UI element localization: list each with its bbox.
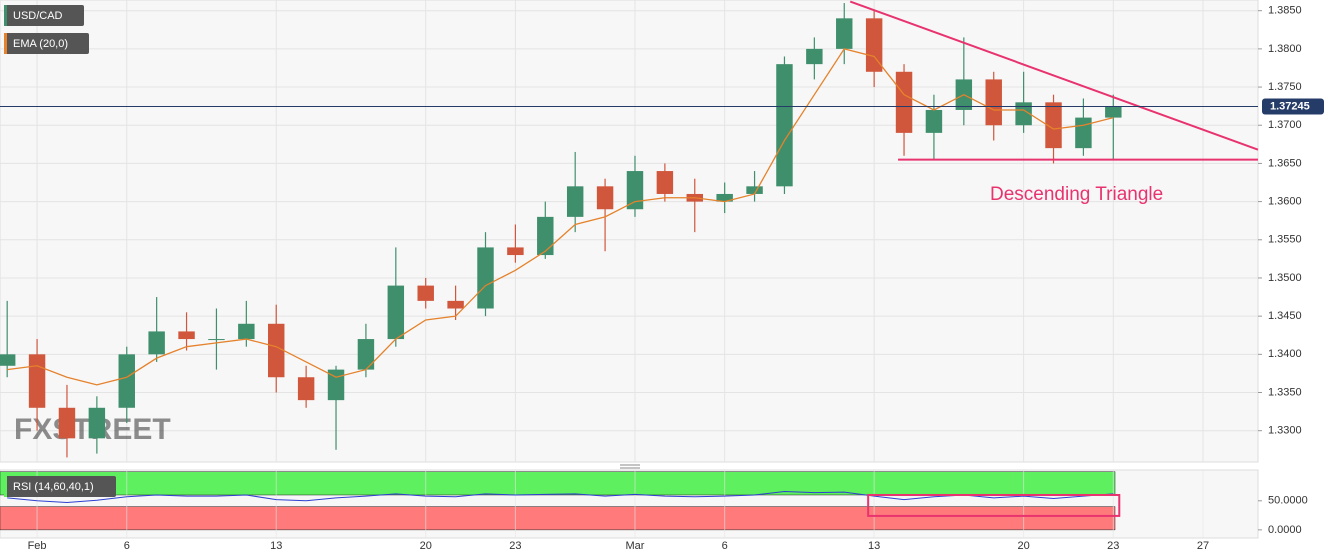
candle-body bbox=[865, 18, 883, 72]
candle-body bbox=[596, 186, 614, 210]
y-tick-label: 1.3500 bbox=[1268, 272, 1302, 284]
x-tick-label: 20 bbox=[420, 540, 432, 552]
candle-body bbox=[387, 285, 405, 340]
rsi-title-box bbox=[4, 476, 116, 497]
candle-body bbox=[626, 171, 644, 210]
rsi-band bbox=[0, 471, 1116, 496]
ema-line bbox=[7, 48, 1114, 386]
y-tick-label: 1.3650 bbox=[1268, 157, 1302, 169]
candle-body bbox=[895, 71, 913, 133]
candle-body bbox=[806, 48, 823, 65]
last-price-box bbox=[1262, 98, 1324, 115]
x-tick-label: 13 bbox=[868, 540, 880, 552]
candle-body bbox=[417, 285, 434, 301]
candle-body bbox=[656, 171, 674, 194]
y-tick-label: 0.0000 bbox=[1268, 524, 1302, 536]
main-panel bbox=[0, 0, 1259, 463]
y-tick-label: 1.3300 bbox=[1268, 425, 1302, 437]
rsi-line bbox=[7, 491, 1114, 504]
candle-body bbox=[1045, 102, 1062, 149]
candle-body bbox=[1075, 117, 1092, 149]
legend-entry-swatch bbox=[4, 33, 7, 54]
candle-body bbox=[537, 216, 554, 256]
rsi-band bbox=[0, 506, 1116, 531]
candle-body bbox=[178, 331, 195, 340]
candle-body bbox=[118, 354, 135, 408]
candle-body bbox=[327, 369, 345, 401]
x-tick-label: 23 bbox=[1107, 540, 1119, 552]
candle-body bbox=[148, 331, 165, 355]
y-tick-label: 1.3400 bbox=[1268, 348, 1302, 360]
legend-entry-swatch bbox=[4, 5, 7, 26]
y-tick-label: 1.3800 bbox=[1268, 43, 1302, 55]
candle-body bbox=[447, 300, 464, 309]
candle-body bbox=[28, 354, 46, 408]
candle-body bbox=[1105, 106, 1122, 118]
x-tick-label: Feb bbox=[28, 540, 47, 552]
candle-body bbox=[238, 323, 255, 340]
x-tick-label: 13 bbox=[270, 540, 282, 552]
y-tick-label: 1.3700 bbox=[1268, 119, 1302, 131]
candle-body bbox=[268, 323, 285, 378]
candle-body bbox=[88, 407, 106, 439]
candle-body bbox=[357, 339, 375, 370]
x-tick-label: 23 bbox=[509, 540, 521, 552]
rsi-title-swatch bbox=[4, 476, 7, 497]
legend-entry: EMA (20,0) bbox=[13, 38, 68, 50]
y-tick-label: 1.3350 bbox=[1268, 386, 1302, 398]
legend-entry: USD/CAD bbox=[13, 10, 63, 22]
y-tick-label: 1.3850 bbox=[1268, 5, 1302, 17]
rsi-title: RSI (14,60,40,1) bbox=[13, 481, 94, 493]
legend-entry-box bbox=[4, 33, 89, 54]
candle-body bbox=[297, 377, 315, 401]
candle-body bbox=[58, 407, 76, 439]
legend-entry-box bbox=[4, 5, 84, 26]
y-tick-label: 1.3750 bbox=[1268, 81, 1302, 93]
x-tick-label: Mar bbox=[626, 540, 645, 552]
candle-body bbox=[776, 64, 793, 187]
candle-body bbox=[746, 186, 763, 194]
x-tick-label: 6 bbox=[124, 540, 130, 552]
candle-body bbox=[507, 247, 524, 256]
y-tick-label: 1.3600 bbox=[1268, 196, 1302, 208]
candle-body bbox=[985, 79, 1002, 126]
trendline bbox=[849, 0, 1259, 151]
last-price-label: 1.37245 bbox=[1270, 100, 1310, 112]
annotation-box bbox=[867, 493, 1121, 517]
x-tick-label: 6 bbox=[722, 540, 728, 552]
y-tick-label: 50.0000 bbox=[1268, 495, 1308, 507]
x-tick-label: 27 bbox=[1197, 540, 1209, 552]
candle-body bbox=[0, 354, 16, 366]
y-tick-label: 1.3450 bbox=[1268, 310, 1302, 322]
candle-body bbox=[836, 18, 853, 49]
candle-body bbox=[716, 193, 733, 202]
y-tick-label: 1.3550 bbox=[1268, 234, 1302, 246]
candle-body bbox=[925, 109, 943, 133]
candle-body bbox=[566, 186, 584, 217]
candle-body bbox=[477, 247, 494, 309]
candle-body bbox=[1015, 102, 1032, 126]
candle-body bbox=[208, 339, 225, 341]
x-tick-label: 20 bbox=[1017, 540, 1029, 552]
annotation: Descending Triangle bbox=[990, 184, 1163, 205]
